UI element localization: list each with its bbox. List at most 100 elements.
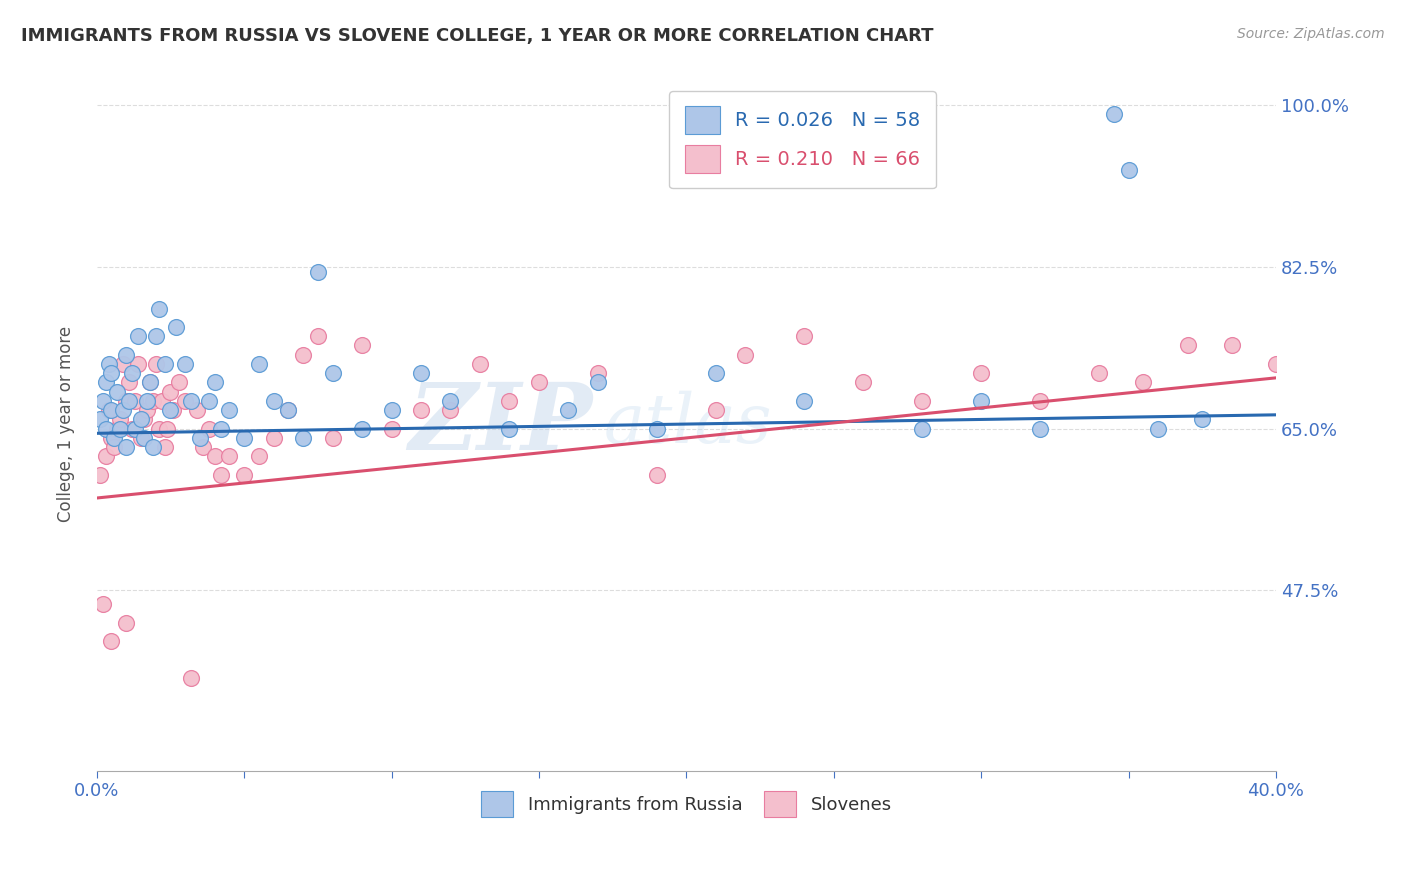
- Point: [498, 422, 520, 436]
- Text: ZIP: ZIP: [408, 379, 592, 469]
- Point: [188, 431, 211, 445]
- Point: [911, 394, 934, 409]
- Point: [645, 467, 668, 482]
- Point: [322, 431, 344, 445]
- Point: [167, 376, 190, 390]
- Point: [233, 467, 256, 482]
- Point: [263, 431, 285, 445]
- Point: [142, 394, 165, 409]
- Point: [586, 366, 609, 380]
- Point: [734, 348, 756, 362]
- Point: [1191, 412, 1213, 426]
- Point: [527, 376, 550, 390]
- Point: [135, 394, 157, 409]
- Point: [94, 376, 117, 390]
- Point: [1265, 357, 1288, 371]
- Point: [911, 422, 934, 436]
- Point: [105, 422, 128, 436]
- Point: [307, 264, 329, 278]
- Point: [350, 422, 373, 436]
- Point: [439, 403, 461, 417]
- Point: [97, 357, 120, 371]
- Point: [793, 329, 815, 343]
- Point: [124, 422, 146, 436]
- Point: [1132, 376, 1154, 390]
- Point: [852, 376, 875, 390]
- Point: [209, 422, 232, 436]
- Point: [174, 357, 197, 371]
- Point: [350, 338, 373, 352]
- Point: [292, 431, 315, 445]
- Point: [118, 394, 141, 409]
- Point: [148, 301, 170, 316]
- Point: [1294, 338, 1316, 352]
- Point: [468, 357, 491, 371]
- Point: [94, 450, 117, 464]
- Point: [292, 348, 315, 362]
- Point: [204, 376, 226, 390]
- Point: [94, 422, 117, 436]
- Point: [110, 412, 132, 426]
- Point: [100, 366, 122, 380]
- Point: [139, 376, 162, 390]
- Point: [159, 403, 181, 417]
- Point: [1220, 338, 1243, 352]
- Point: [191, 440, 214, 454]
- Point: [112, 403, 135, 417]
- Point: [174, 394, 197, 409]
- Point: [112, 357, 135, 371]
- Point: [124, 394, 146, 409]
- Point: [127, 329, 149, 343]
- Point: [1177, 338, 1199, 352]
- Point: [115, 440, 138, 454]
- Point: [277, 403, 299, 417]
- Point: [970, 394, 993, 409]
- Point: [145, 329, 167, 343]
- Point: [118, 376, 141, 390]
- Legend: Immigrants from Russia, Slovenes: Immigrants from Russia, Slovenes: [474, 784, 900, 824]
- Point: [1088, 366, 1111, 380]
- Point: [557, 403, 579, 417]
- Text: IMMIGRANTS FROM RUSSIA VS SLOVENE COLLEGE, 1 YEAR OR MORE CORRELATION CHART: IMMIGRANTS FROM RUSSIA VS SLOVENE COLLEG…: [21, 27, 934, 45]
- Point: [121, 422, 143, 436]
- Point: [1102, 107, 1125, 121]
- Point: [148, 422, 170, 436]
- Point: [1147, 422, 1170, 436]
- Point: [263, 394, 285, 409]
- Point: [156, 422, 179, 436]
- Point: [277, 403, 299, 417]
- Point: [218, 450, 240, 464]
- Point: [97, 403, 120, 417]
- Point: [135, 403, 157, 417]
- Point: [129, 412, 152, 426]
- Point: [91, 597, 114, 611]
- Point: [105, 384, 128, 399]
- Point: [142, 440, 165, 454]
- Point: [89, 467, 111, 482]
- Point: [1029, 422, 1052, 436]
- Point: [132, 412, 155, 426]
- Text: Source: ZipAtlas.com: Source: ZipAtlas.com: [1237, 27, 1385, 41]
- Point: [139, 376, 162, 390]
- Point: [91, 394, 114, 409]
- Point: [110, 422, 132, 436]
- Point: [247, 357, 270, 371]
- Text: atlas: atlas: [603, 391, 772, 458]
- Point: [645, 422, 668, 436]
- Point: [150, 394, 173, 409]
- Point: [145, 357, 167, 371]
- Point: [162, 403, 184, 417]
- Point: [89, 412, 111, 426]
- Point: [380, 403, 402, 417]
- Point: [970, 366, 993, 380]
- Point: [233, 431, 256, 445]
- Point: [439, 394, 461, 409]
- Point: [180, 394, 202, 409]
- Point: [204, 450, 226, 464]
- Point: [186, 403, 208, 417]
- Point: [159, 384, 181, 399]
- Point: [115, 348, 138, 362]
- Point: [409, 403, 432, 417]
- Point: [498, 394, 520, 409]
- Point: [197, 394, 219, 409]
